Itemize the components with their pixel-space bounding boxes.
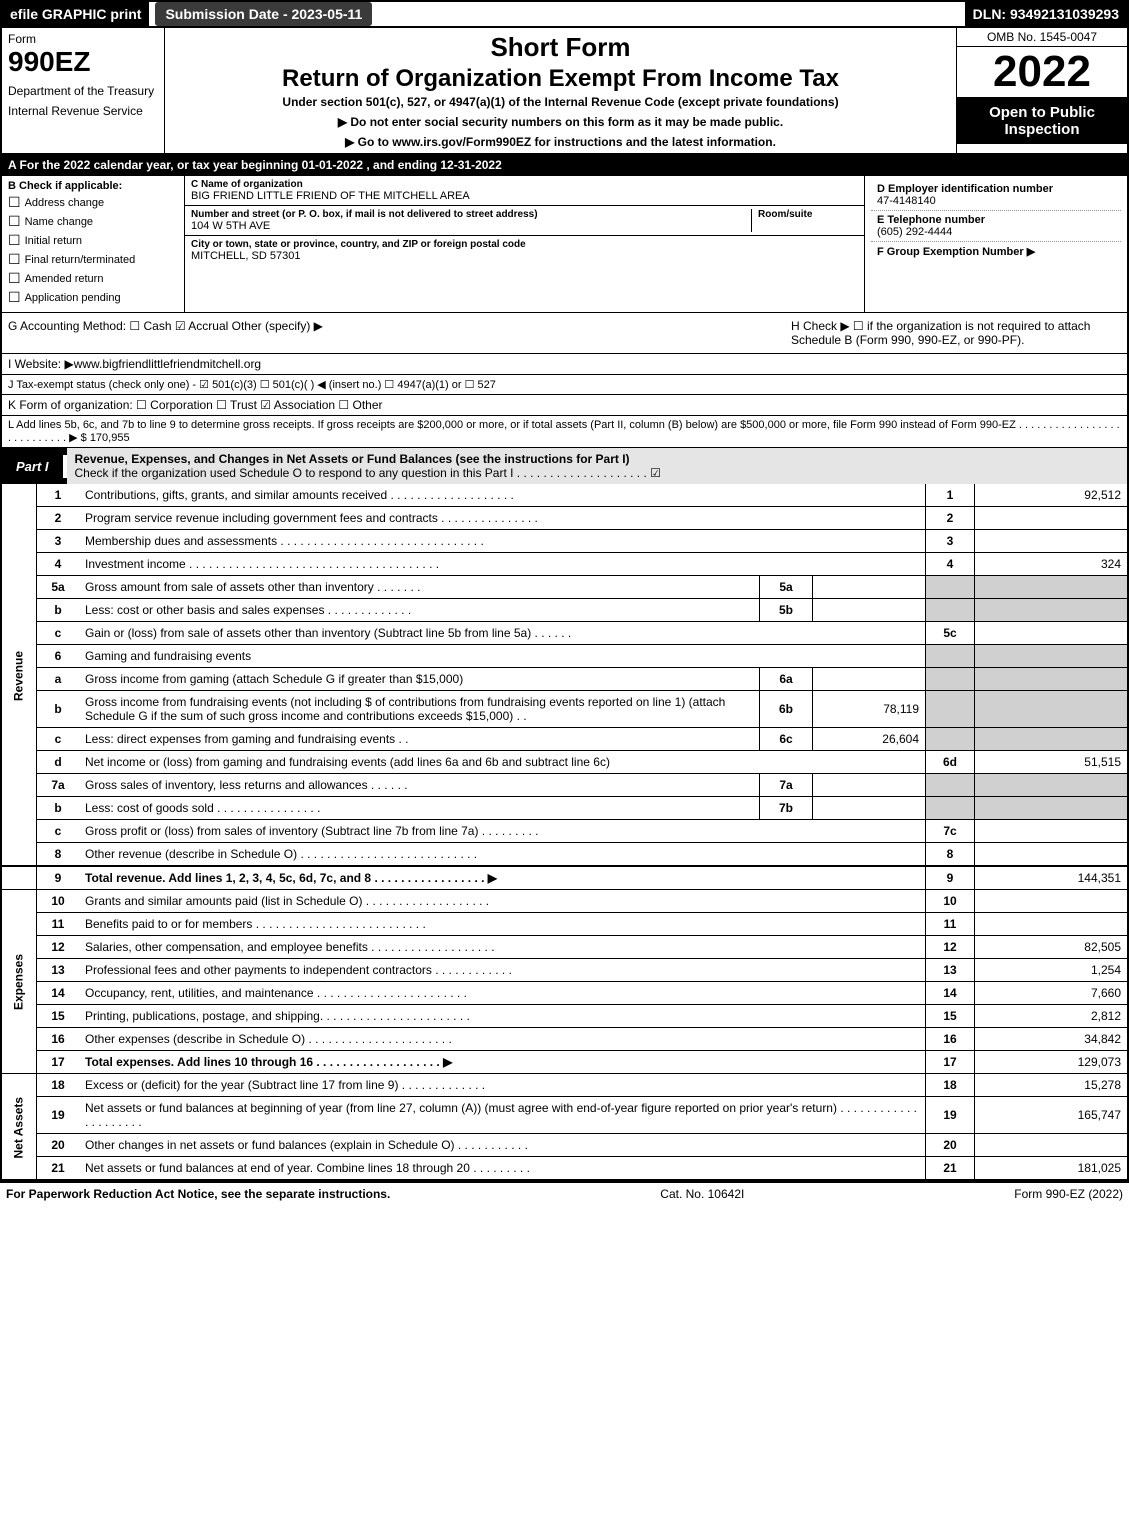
department: Department of the Treasury bbox=[8, 84, 158, 98]
submission-date: Submission Date - 2023-05-11 bbox=[155, 2, 372, 26]
table-row: b Less: cost of goods sold . . . . . . .… bbox=[1, 797, 1128, 820]
table-row: 17 Total expenses. Add lines 10 through … bbox=[1, 1051, 1128, 1074]
line-i[interactable]: I Website: ▶www.bigfriendlittlefriendmit… bbox=[0, 354, 1129, 375]
form-number: 990EZ bbox=[8, 46, 158, 78]
line-g-h: G Accounting Method: ☐ Cash ☑ Accrual Ot… bbox=[0, 313, 1129, 354]
cb-address-change[interactable]: ☐Address change bbox=[8, 194, 178, 211]
section-d: D Employer identification number 47-4148… bbox=[865, 176, 1127, 312]
header-left: Form 990EZ Department of the Treasury In… bbox=[2, 28, 165, 153]
table-row: d Net income or (loss) from gaming and f… bbox=[1, 751, 1128, 774]
city-cell: City or town, state or province, country… bbox=[185, 236, 864, 265]
short-form-title: Short Form bbox=[171, 32, 950, 63]
table-row: 4 Investment income . . . . . . . . . . … bbox=[1, 553, 1128, 576]
table-row: 19 Net assets or fund balances at beginn… bbox=[1, 1097, 1128, 1134]
open-to-public: Open to Public Inspection bbox=[957, 98, 1127, 144]
room-label: Room/suite bbox=[758, 209, 858, 220]
under-section: Under section 501(c), 527, or 4947(a)(1)… bbox=[171, 95, 950, 109]
cb-amended-return[interactable]: ☐Amended return bbox=[8, 270, 178, 287]
form-label: Form bbox=[8, 32, 158, 46]
expenses-side-label: Expenses bbox=[1, 890, 37, 1074]
table-row: b Gross income from fundraising events (… bbox=[1, 691, 1128, 728]
ein-label: D Employer identification number bbox=[877, 183, 1115, 195]
no-ssn-note: ▶ Do not enter social security numbers o… bbox=[171, 115, 950, 129]
table-row: 7a Gross sales of inventory, less return… bbox=[1, 774, 1128, 797]
section-b-title: B Check if applicable: bbox=[8, 180, 178, 192]
part1-title: Revenue, Expenses, and Changes in Net As… bbox=[67, 448, 1127, 484]
table-row: 20 Other changes in net assets or fund b… bbox=[1, 1134, 1128, 1157]
ein-cell: D Employer identification number 47-4148… bbox=[871, 180, 1121, 211]
section-b: B Check if applicable: ☐Address change ☐… bbox=[2, 176, 185, 312]
efile-label: efile GRAPHIC print bbox=[2, 2, 149, 26]
line-g: G Accounting Method: ☐ Cash ☑ Accrual Ot… bbox=[2, 313, 781, 353]
org-name-cell: C Name of organization BIG FRIEND LITTLE… bbox=[185, 176, 864, 206]
revenue-side-label: Revenue bbox=[1, 484, 37, 866]
dln-label: DLN: 93492131039293 bbox=[965, 2, 1127, 26]
street-cell: Number and street (or P. O. box, if mail… bbox=[185, 206, 864, 236]
line-l: L Add lines 5b, 6c, and 7b to line 9 to … bbox=[0, 416, 1129, 448]
return-title: Return of Organization Exempt From Incom… bbox=[171, 65, 950, 93]
part1-check: Check if the organization used Schedule … bbox=[75, 466, 661, 480]
table-row: c Less: direct expenses from gaming and … bbox=[1, 728, 1128, 751]
table-row: 2 Program service revenue including gove… bbox=[1, 507, 1128, 530]
cb-application-pending[interactable]: ☐Application pending bbox=[8, 289, 178, 306]
line-h: H Check ▶ ☐ if the organization is not r… bbox=[781, 313, 1127, 353]
group-label: F Group Exemption Number ▶ bbox=[877, 245, 1115, 258]
table-row: 12 Salaries, other compensation, and emp… bbox=[1, 936, 1128, 959]
cb-initial-return[interactable]: ☐Initial return bbox=[8, 232, 178, 249]
phone-value: (605) 292-4444 bbox=[877, 226, 1115, 238]
group-cell: F Group Exemption Number ▶ bbox=[871, 242, 1121, 261]
table-row: Revenue 1 Contributions, gifts, grants, … bbox=[1, 484, 1128, 507]
part1-header: Part I Revenue, Expenses, and Changes in… bbox=[0, 448, 1129, 484]
table-row: c Gross profit or (loss) from sales of i… bbox=[1, 820, 1128, 843]
org-name-value: BIG FRIEND LITTLE FRIEND OF THE MITCHELL… bbox=[191, 190, 858, 202]
table-row: 5a Gross amount from sale of assets othe… bbox=[1, 576, 1128, 599]
cb-final-return[interactable]: ☐Final return/terminated bbox=[8, 251, 178, 268]
cb-name-change[interactable]: ☐Name change bbox=[8, 213, 178, 230]
city-label: City or town, state or province, country… bbox=[191, 239, 858, 250]
table-row: 16 Other expenses (describe in Schedule … bbox=[1, 1028, 1128, 1051]
city-value: MITCHELL, SD 57301 bbox=[191, 250, 858, 262]
footer-left: For Paperwork Reduction Act Notice, see … bbox=[6, 1187, 390, 1201]
table-row: 15 Printing, publications, postage, and … bbox=[1, 1005, 1128, 1028]
goto-link[interactable]: ▶ Go to www.irs.gov/Form990EZ for instru… bbox=[171, 135, 950, 149]
table-row: 21 Net assets or fund balances at end of… bbox=[1, 1157, 1128, 1181]
table-row: 8 Other revenue (describe in Schedule O)… bbox=[1, 843, 1128, 867]
phone-label: E Telephone number bbox=[877, 214, 1115, 226]
header-center: Short Form Return of Organization Exempt… bbox=[165, 28, 957, 153]
footer-center: Cat. No. 10642I bbox=[660, 1187, 744, 1201]
info-grid: B Check if applicable: ☐Address change ☐… bbox=[0, 176, 1129, 313]
table-row: 13 Professional fees and other payments … bbox=[1, 959, 1128, 982]
tax-year: 2022 bbox=[957, 47, 1127, 98]
form-header: Form 990EZ Department of the Treasury In… bbox=[0, 28, 1129, 155]
page-footer: For Paperwork Reduction Act Notice, see … bbox=[0, 1181, 1129, 1205]
top-bar: efile GRAPHIC print Submission Date - 20… bbox=[0, 0, 1129, 28]
netassets-side-label: Net Assets bbox=[1, 1074, 37, 1181]
org-name-label: C Name of organization bbox=[191, 179, 858, 190]
footer-right: Form 990-EZ (2022) bbox=[1014, 1187, 1123, 1201]
line-j: J Tax-exempt status (check only one) - ☑… bbox=[0, 375, 1129, 395]
street-value: 104 W 5TH AVE bbox=[191, 220, 751, 232]
top-bar-left: efile GRAPHIC print Submission Date - 20… bbox=[2, 2, 372, 26]
phone-cell: E Telephone number (605) 292-4444 bbox=[871, 211, 1121, 242]
header-right: OMB No. 1545-0047 2022 Open to Public In… bbox=[957, 28, 1127, 153]
part1-tab: Part I bbox=[2, 455, 67, 478]
table-row: 11 Benefits paid to or for members . . .… bbox=[1, 913, 1128, 936]
table-row: b Less: cost or other basis and sales ex… bbox=[1, 599, 1128, 622]
table-row: 9 Total revenue. Add lines 1, 2, 3, 4, 5… bbox=[1, 866, 1128, 890]
irs-label: Internal Revenue Service bbox=[8, 104, 158, 118]
table-row: c Gain or (loss) from sale of assets oth… bbox=[1, 622, 1128, 645]
street-label: Number and street (or P. O. box, if mail… bbox=[191, 209, 751, 220]
ein-value: 47-4148140 bbox=[877, 195, 1115, 207]
omb-number: OMB No. 1545-0047 bbox=[957, 28, 1127, 47]
revenue-table: Revenue 1 Contributions, gifts, grants, … bbox=[0, 484, 1129, 1181]
table-row: a Gross income from gaming (attach Sched… bbox=[1, 668, 1128, 691]
section-c: C Name of organization BIG FRIEND LITTLE… bbox=[185, 176, 865, 312]
line-a: A For the 2022 calendar year, or tax yea… bbox=[0, 155, 1129, 176]
table-row: Expenses 10 Grants and similar amounts p… bbox=[1, 890, 1128, 913]
line-k: K Form of organization: ☐ Corporation ☐ … bbox=[0, 395, 1129, 416]
table-row: Net Assets 18 Excess or (deficit) for th… bbox=[1, 1074, 1128, 1097]
table-row: 3 Membership dues and assessments . . . … bbox=[1, 530, 1128, 553]
table-row: 6 Gaming and fundraising events bbox=[1, 645, 1128, 668]
table-row: 14 Occupancy, rent, utilities, and maint… bbox=[1, 982, 1128, 1005]
